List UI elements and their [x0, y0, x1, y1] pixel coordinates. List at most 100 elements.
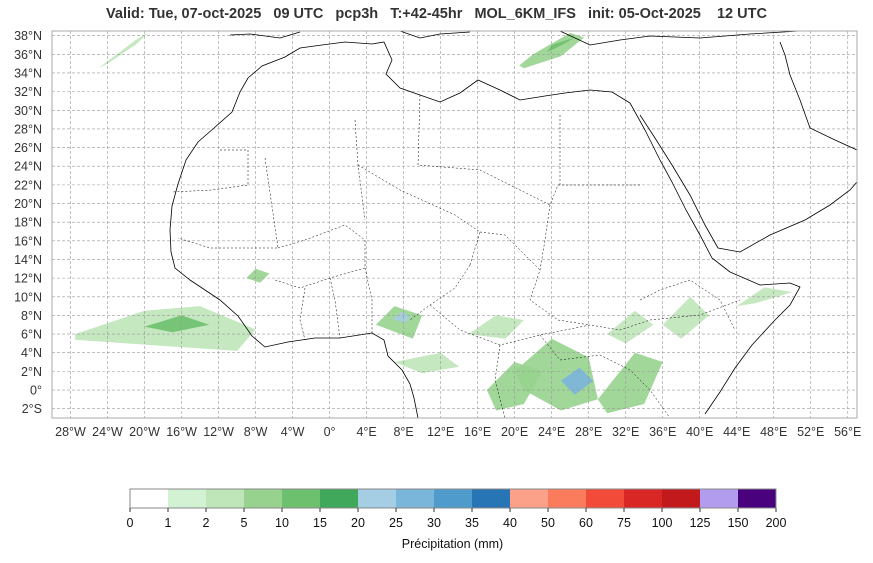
lat-tick-label: 4°N — [21, 346, 42, 360]
africa-north-coast — [247, 41, 631, 104]
colorbar-tick-label: 0 — [127, 516, 134, 530]
lon-tick-label: 52°E — [797, 425, 824, 439]
precip-area-nigeria-cell — [375, 306, 423, 339]
lat-tick-label: 32°N — [14, 85, 42, 99]
lat-tick-label: 10°N — [14, 290, 42, 304]
lat-tick-label: 12°N — [14, 272, 42, 286]
gridlines — [52, 31, 857, 418]
lon-tick-label: 24°E — [538, 425, 565, 439]
lat-tick-label: 0° — [30, 384, 42, 398]
lon-tick-label: 4°W — [281, 425, 305, 439]
colorbar-tick-label: 35 — [465, 516, 479, 530]
lat-tick-label: 18°N — [14, 216, 42, 230]
lon-tick-label: 28°W — [55, 425, 86, 439]
lat-tick-label: 34°N — [14, 66, 42, 80]
lat-tick-label: 8°N — [21, 309, 42, 323]
lon-tick-label: 8°E — [393, 425, 413, 439]
colorbar-swatch-0 — [130, 489, 169, 508]
colorbar-swatch-2 — [206, 489, 245, 508]
map-frame — [51, 30, 858, 419]
lat-tick-label: 2°N — [21, 365, 42, 379]
lon-tick-label: 20°W — [129, 425, 160, 439]
europe-coast — [229, 31, 801, 46]
colorbar-swatch-14 — [662, 489, 701, 508]
colorbar-tick-label: 5 — [241, 516, 248, 530]
precip-area-western-sahara-north — [98, 31, 150, 69]
precip-area-congo-core — [560, 367, 594, 395]
lat-tick-label: 24°N — [14, 160, 42, 174]
colorbar-swatch-8 — [434, 489, 473, 508]
colorbar-swatch-3 — [244, 489, 283, 508]
map-background — [52, 31, 857, 418]
lat-tick-label: 28°N — [14, 122, 42, 136]
precip-area-sudan-south — [607, 310, 654, 344]
axis-tick-labels: 28°W 24°W 20°W 16°W 12°W 8°W 4°W 0° 4°E 8°E 12°E 16… — [14, 29, 861, 439]
lon-tick-label: 12°W — [203, 425, 234, 439]
lat-tick-label: 14°N — [14, 253, 42, 267]
colorbar-swatch-12 — [586, 489, 625, 508]
colorbar-frame — [129, 488, 777, 509]
lon-tick-label: 40°E — [686, 425, 713, 439]
colorbar-tick-label: 1 — [165, 516, 172, 530]
lat-tick-label: 2°S — [22, 402, 42, 416]
precipitation-layer — [75, 31, 793, 414]
lat-tick-label: 22°N — [14, 178, 42, 192]
colorbar-swatch-6 — [358, 489, 397, 508]
horn-of-africa — [704, 271, 801, 415]
colorbar-tick-label: 200 — [766, 516, 787, 530]
lat-tick-label: 36°N — [14, 48, 42, 62]
colorbar-swatch-10 — [510, 489, 549, 508]
lon-tick-label: 28°E — [575, 425, 602, 439]
colorbar-swatch-4 — [282, 489, 321, 508]
red-sea-west-coast — [629, 102, 731, 273]
colorbar-tick-label: 150 — [728, 516, 749, 530]
lon-tick-label: 16°W — [166, 425, 197, 439]
lat-tick-label: 30°N — [14, 104, 42, 118]
lon-tick-label: 4°E — [356, 425, 376, 439]
colorbar-swatch-9 — [472, 489, 511, 508]
colorbar-tick-label: 60 — [579, 516, 593, 530]
country-borders — [171, 94, 741, 418]
precip-area-nigeria-cell-core — [392, 311, 411, 323]
precip-area-mali-cell — [246, 268, 270, 283]
colorbar-tick-label: 10 — [275, 516, 289, 530]
lat-tick-label: 16°N — [14, 234, 42, 248]
precip-area-uganda-kenya — [597, 352, 663, 414]
map-title: Valid: Tue, 07-oct-2025 09 UTC pcp3h T:+… — [106, 6, 767, 22]
lat-tick-label: 38°N — [14, 29, 42, 43]
lat-tick-label: 26°N — [14, 141, 42, 155]
colorbar-swatch-13 — [624, 489, 663, 508]
lon-tick-label: 24°W — [92, 425, 123, 439]
colorbar-label: Précipitation (mm) — [401, 537, 504, 551]
lat-tick-label: 6°N — [21, 328, 42, 342]
lon-tick-label: 12°E — [427, 425, 454, 439]
colorbar-tick-label: 30 — [427, 516, 441, 530]
colorbar-swatch-15 — [700, 489, 739, 508]
colorbar-tick-label: 2 — [203, 516, 210, 530]
arabia-coast — [639, 41, 857, 253]
lon-tick-label: 44°E — [723, 425, 750, 439]
colorbar-tick-label: 20 — [351, 516, 365, 530]
precip-area-cameroon-south — [394, 352, 460, 374]
lon-tick-label: 8°W — [244, 425, 268, 439]
colorbar-swatch-7 — [396, 489, 435, 508]
colorbar-swatch-5 — [320, 489, 359, 508]
colorbar-tick-label: 75 — [617, 516, 631, 530]
africa-coastline — [169, 77, 419, 418]
colorbar: 0 1 2 5 10 15 20 25 30 35 40 50 60 75 100 125 150 200 — [127, 488, 787, 530]
lon-tick-label: 16°E — [464, 425, 491, 439]
lon-tick-label: 48°E — [760, 425, 787, 439]
colorbar-tick-label: 40 — [503, 516, 517, 530]
colorbar-tick-label: 100 — [652, 516, 673, 530]
colorbar-tick-label: 25 — [389, 516, 403, 530]
lon-tick-label: 0° — [324, 425, 336, 439]
colorbar-swatch-16 — [738, 489, 777, 508]
lon-tick-label: 32°E — [612, 425, 639, 439]
lon-tick-label: 20°E — [501, 425, 528, 439]
precip-area-mediterranean-east-core — [547, 37, 575, 53]
coastlines-and-borders — [169, 31, 857, 418]
precip-area-central-africa — [468, 315, 524, 339]
precip-area-mediterranean-east — [519, 32, 584, 69]
colorbar-swatch-11 — [548, 489, 587, 508]
